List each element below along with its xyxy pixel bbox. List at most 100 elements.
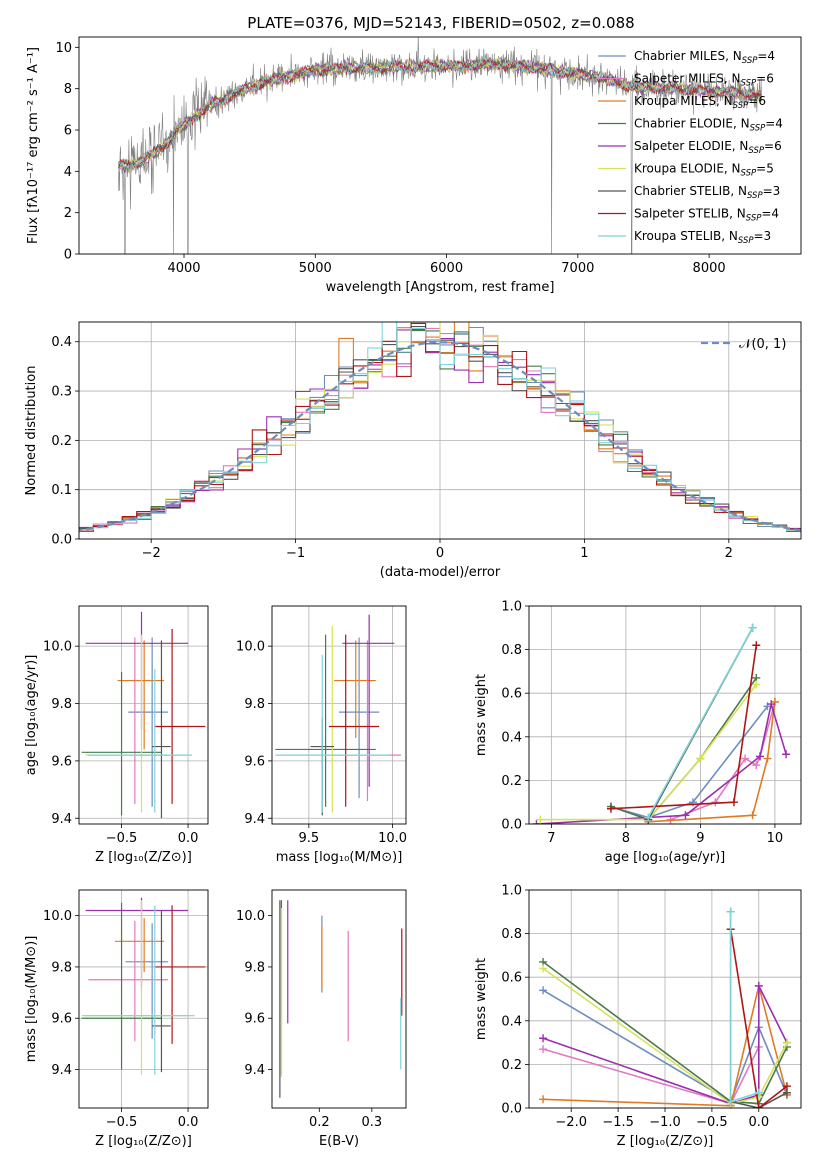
x-tick-label: 8000 [693, 261, 726, 276]
x-tick-label: −1 [286, 546, 305, 561]
y-tick-label: 0.8 [501, 643, 522, 658]
y-tick-label: 0.4 [501, 730, 522, 745]
point-marker [726, 1097, 735, 1106]
panel-z-mass: −0.5 0.0 9.4 9.6 9.8 10.0 Z [log₁₀(Z/Z⊙)] mass … [24, 889, 209, 1149]
gridlines [272, 606, 406, 824]
point-marker [539, 964, 548, 973]
point-marker [763, 754, 772, 763]
point-chabrier-elodie [81, 902, 162, 1070]
x-tick-label: −0.5 [106, 831, 138, 846]
point-marker [754, 1088, 763, 1097]
y-axis-label: mass weight [474, 674, 489, 756]
plot-area [539, 907, 791, 1108]
x-tick-label: 10 [767, 831, 784, 846]
histogram-kroupa-stelib [79, 322, 801, 533]
point-marker [748, 811, 757, 820]
y-tick-label: 9.8 [244, 960, 265, 975]
y-tick-label: 9.4 [51, 812, 72, 827]
plot-area [279, 900, 403, 1098]
point-kroupa-stelib [81, 905, 195, 1075]
x-tick-label: 2 [725, 546, 733, 561]
y-tick-label: 0.2 [51, 434, 72, 449]
legend-entry: Salpeter MILES, NSSP=6 [634, 72, 774, 89]
axes-frame [78, 889, 209, 1109]
series-line [670, 701, 776, 821]
x-tick-label: 0.3 [361, 1115, 382, 1130]
series-line [729, 929, 788, 1108]
plot-area [79, 322, 801, 534]
gridlines [79, 606, 208, 824]
y-tick-label: 2 [64, 206, 72, 221]
y-tick-label: 0 [64, 248, 72, 263]
y-tick-label: 9.8 [51, 697, 72, 712]
axes-frame [528, 889, 802, 1109]
point-marker [532, 820, 541, 824]
x-tick-label: −1.5 [602, 1115, 634, 1130]
y-tick-label: 0.1 [51, 483, 72, 498]
figure-title: PLATE=0376, MJD=52143, FIBERID=0502, z=0… [247, 14, 634, 32]
y-axis-label: age [log₁₀(age/yr)] [24, 655, 39, 776]
x-tick-label: 7000 [561, 261, 594, 276]
panel-spectrum: 4000 5000 6000 7000 8000 0 2 4 6 8 10 wavelength [A… [26, 36, 802, 295]
y-tick-label: 0.0 [51, 533, 72, 548]
legend-entry: Kroupa MILES, NSSP=6 [634, 94, 766, 111]
y-tick-label: 9.8 [51, 960, 72, 975]
point-marker [754, 1104, 763, 1108]
axes-frame [78, 605, 209, 825]
series-line [647, 627, 754, 818]
y-tick-label: 0.8 [501, 927, 522, 942]
x-tick-label: 8 [622, 831, 630, 846]
series-chabrier-miles [606, 702, 772, 822]
y-tick-label: 0.6 [501, 971, 522, 986]
x-axis-label: E(B-V) [319, 1134, 359, 1149]
x-axis-label: Z [log₁₀(Z/Z⊙)] [95, 850, 192, 865]
y-tick-label: 9.6 [51, 754, 72, 769]
point-marker [752, 680, 761, 689]
legend-entry: Chabrier STELIB, NSSP=3 [634, 184, 780, 201]
point-marker [756, 752, 765, 761]
point-marker [539, 1034, 548, 1043]
y-tick-label: 0.3 [51, 385, 72, 400]
x-axis-label: mass [log₁₀(M/M⊙)] [276, 850, 403, 865]
x-axis-label: wavelength [Angstrom, rest frame] [326, 280, 555, 295]
y-tick-label: 0.4 [51, 335, 72, 350]
panel-residuals: −2 −1 0 1 2 0.0 0.1 0.2 0.3 0.4 (data-model)/error… [24, 321, 802, 580]
point-marker [606, 804, 615, 813]
point-marker [782, 1082, 791, 1091]
y-tick-label: 10.0 [236, 640, 265, 655]
axes-frame [271, 605, 407, 825]
legend-entry: Kroupa ELODIE, NSSP=5 [634, 162, 774, 179]
x-tick-label: 9 [696, 831, 704, 846]
y-axis-label: Normed distribution [24, 366, 39, 496]
series-line [542, 967, 788, 1105]
x-tick-label: 7 [547, 831, 555, 846]
y-axis-label: Flux [fλ10⁻¹⁷ erg cm⁻² s⁻¹ A⁻¹] [26, 47, 41, 244]
series-line [648, 701, 776, 823]
x-axis-label: (data-model)/error [380, 565, 501, 580]
point-marker [539, 1095, 548, 1104]
y-tick-label: 10.0 [236, 909, 265, 924]
point-salpeter-miles [88, 637, 169, 804]
point-marker [782, 750, 791, 759]
x-axis-label: age [log₁₀(age/yr)] [605, 850, 726, 865]
panel-age-weight: 7 8 9 10 0.0 0.2 0.4 0.6 0.8 1.0 age [log₁₀(age/yr… [474, 600, 802, 865]
point-marker [752, 641, 761, 650]
point-marker [681, 811, 690, 820]
x-tick-label: 0.2 [309, 1115, 330, 1130]
legend-entry: Kroupa STELIB, NSSP=3 [634, 229, 771, 246]
axes-frame [271, 889, 407, 1109]
point-chabrier-miles [339, 637, 380, 799]
y-tick-label: 8 [64, 82, 72, 97]
series-line [543, 985, 788, 1107]
point-salpeter-elodie [342, 614, 395, 787]
y-tick-label: 0.4 [501, 1014, 522, 1029]
point-marker [539, 986, 548, 995]
plot-area [81, 611, 206, 819]
gridlines [79, 890, 208, 1108]
x-tick-label: 0.0 [178, 831, 199, 846]
legend-entry: 𝒩(0, 1) [739, 337, 786, 352]
y-tick-label: 0.0 [501, 1102, 522, 1117]
point-kroupa-miles [117, 640, 165, 750]
plot-area [118, 37, 762, 254]
